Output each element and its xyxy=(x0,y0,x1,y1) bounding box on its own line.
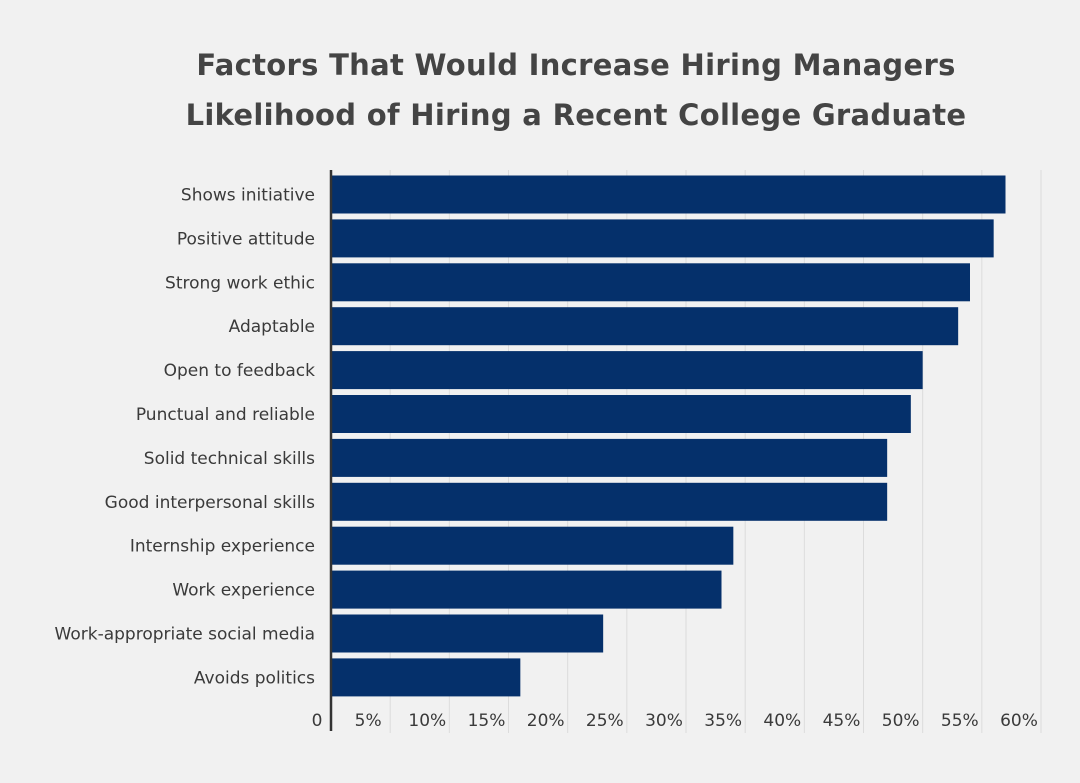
x-tick-label: 45% xyxy=(823,711,861,731)
chart-title-line-1: Factors That Would Increase Hiring Manag… xyxy=(196,48,956,82)
bar xyxy=(331,395,911,433)
x-tick-label: 60% xyxy=(1000,711,1038,731)
chart-title: Factors That Would Increase Hiring Manag… xyxy=(0,40,1080,140)
category-label: Adaptable xyxy=(229,317,315,337)
x-tick-label: 30% xyxy=(645,711,683,731)
bar xyxy=(331,351,923,390)
chart-title-line-2: Likelihood of Hiring a Recent College Gr… xyxy=(185,98,967,132)
category-label: Open to feedback xyxy=(164,361,316,381)
x-tick-label: 5% xyxy=(355,711,382,731)
x-tick-label: 35% xyxy=(704,711,742,731)
category-label: Positive attitude xyxy=(177,229,315,249)
category-label: Work experience xyxy=(172,581,315,601)
category-label: Solid technical skills xyxy=(144,449,315,469)
category-label: Internship experience xyxy=(130,537,315,557)
bar xyxy=(331,263,970,302)
category-label: Work-appropriate social media xyxy=(55,625,315,645)
bar xyxy=(331,307,959,346)
category-label: Shows initiative xyxy=(181,186,315,206)
x-tick-label: 40% xyxy=(763,711,801,731)
x-tick-label: 0 xyxy=(312,711,323,731)
bar xyxy=(331,570,722,609)
category-label: Punctual and reliable xyxy=(136,405,315,425)
bar xyxy=(331,482,888,521)
bar xyxy=(331,614,604,653)
x-tick-label: 25% xyxy=(586,711,624,731)
category-label: Good interpersonal skills xyxy=(105,493,315,513)
bar xyxy=(331,438,888,477)
x-tick-label: 55% xyxy=(941,711,979,731)
x-tick-label: 10% xyxy=(408,711,446,731)
category-label: Avoids politics xyxy=(194,668,315,688)
x-tick-label: 20% xyxy=(527,711,565,731)
bar xyxy=(331,526,734,565)
x-tick-label: 15% xyxy=(468,711,506,731)
bar xyxy=(331,658,521,697)
bar xyxy=(331,219,994,258)
bar xyxy=(331,175,1006,214)
x-tick-label: 50% xyxy=(882,711,920,731)
category-label: Strong work ethic xyxy=(165,273,315,293)
